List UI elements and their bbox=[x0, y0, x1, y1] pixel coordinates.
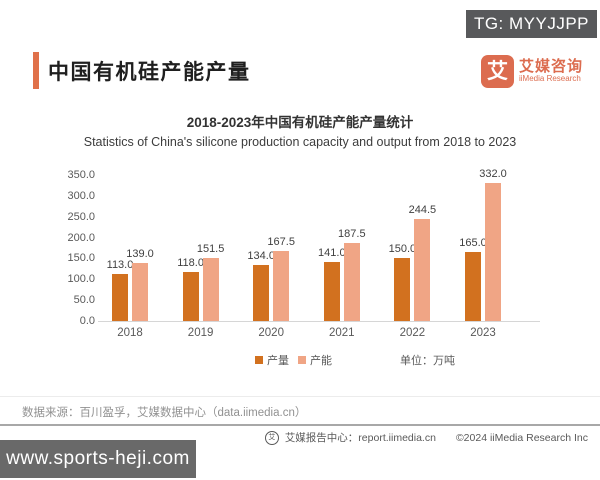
x-axis-label: 2021 bbox=[329, 327, 355, 339]
y-axis-tick-label: 350.0 bbox=[67, 169, 95, 181]
bar-value-label: 165.0 bbox=[459, 237, 487, 250]
bar-value-label: 141.0 bbox=[318, 247, 346, 260]
chart-title: 2018-2023年中国有机硅产能产量统计 bbox=[186, 115, 414, 130]
y-axis-tick-label: 300.0 bbox=[67, 189, 95, 202]
y-axis-tick-label: 150.0 bbox=[67, 252, 95, 265]
x-axis-label: 2018 bbox=[117, 327, 143, 339]
iimedia-logo-icon: 艾 bbox=[481, 55, 514, 88]
bar-value-label: 332.0 bbox=[479, 167, 507, 180]
page-title: 中国有机硅产能产量 bbox=[48, 61, 251, 84]
bar-value-label: 139.0 bbox=[126, 248, 154, 261]
logo-name-cn: 艾媒咨询 bbox=[519, 58, 584, 76]
y-axis-tick-label: 250.0 bbox=[67, 210, 95, 223]
legend-label: 产能 bbox=[310, 355, 332, 367]
x-axis-label: 2022 bbox=[399, 327, 426, 339]
x-axis-label: 2023 bbox=[470, 327, 496, 339]
bar-产能-2020 bbox=[273, 251, 290, 321]
bar-产量-2022 bbox=[394, 258, 411, 321]
legend-swatch bbox=[255, 356, 263, 364]
bar-value-label: 150.0 bbox=[388, 243, 417, 256]
site-watermark: www.sports-heji.com bbox=[0, 440, 196, 478]
bar-产能-2019 bbox=[202, 257, 219, 321]
y-axis-tick-label: 100.0 bbox=[67, 273, 95, 286]
x-axis-label: 2020 bbox=[258, 327, 284, 339]
footer-divider bbox=[0, 424, 600, 426]
bar-产量-2018 bbox=[112, 273, 128, 321]
bar-产量-2023 bbox=[465, 252, 481, 321]
legend-item-产量: 产量 bbox=[255, 352, 289, 368]
bar-value-label: 151.5 bbox=[196, 242, 225, 255]
iimedia-logo: 艾 艾媒咨询 iiMedia Research bbox=[481, 55, 583, 88]
bar-产能-2018 bbox=[132, 263, 148, 321]
chart-subtitle: Statistics of China's silicone productio… bbox=[83, 135, 517, 149]
bar-产能-2021 bbox=[343, 242, 360, 321]
iimedia-logo-text: 艾媒咨询 iiMedia Research bbox=[519, 59, 583, 83]
logo-name-en: iiMedia Research bbox=[519, 74, 581, 84]
bar-value-label: 244.5 bbox=[408, 204, 437, 216]
legend-label: 产量 bbox=[267, 355, 289, 367]
bar-产能-2023 bbox=[485, 182, 501, 321]
bar-value-label: 118.0 bbox=[177, 256, 204, 269]
y-axis-tick-label: 50.0 bbox=[73, 294, 95, 307]
copyright-text: ©2024 iiMedia Research Inc bbox=[455, 431, 588, 444]
y-axis-tick-label: 0.0 bbox=[79, 315, 95, 327]
x-axis-line bbox=[98, 321, 540, 322]
iimedia-report-icon: 艾 bbox=[264, 430, 279, 445]
hairline-divider bbox=[0, 396, 600, 397]
bar-value-label: 187.5 bbox=[338, 227, 366, 240]
report-center-text: 艾媒报告中心：report.iimedia.cn bbox=[284, 432, 436, 444]
legend-item-产能: 产能 bbox=[298, 352, 332, 368]
footer: 艾 艾媒报告中心：report.iimedia.cn ©2024 iiMedia… bbox=[264, 430, 588, 445]
bar-产量-2021 bbox=[323, 262, 340, 321]
data-source-note: 数据来源：百川盈孚，艾媒数据中心（data.iimedia.cn） bbox=[22, 407, 307, 419]
unit-label: 单位：万吨 bbox=[400, 355, 455, 367]
x-axis-label: 2019 bbox=[187, 327, 214, 339]
bar-产能-2022 bbox=[414, 219, 431, 321]
bar-value-label: 113.0 bbox=[106, 258, 134, 271]
bar-value-label: 134.0 bbox=[247, 250, 275, 263]
chart-legend: 产量 产能 bbox=[255, 352, 332, 368]
y-axis-tick-label: 200.0 bbox=[67, 231, 95, 244]
bar-value-label: 167.5 bbox=[267, 236, 295, 249]
legend-swatch bbox=[298, 356, 306, 364]
bar-产量-2019 bbox=[182, 271, 199, 321]
tg-badge: TG: MYYJJPP bbox=[466, 10, 597, 38]
bar-产量-2020 bbox=[253, 265, 270, 321]
title-accent-bar bbox=[33, 52, 39, 89]
